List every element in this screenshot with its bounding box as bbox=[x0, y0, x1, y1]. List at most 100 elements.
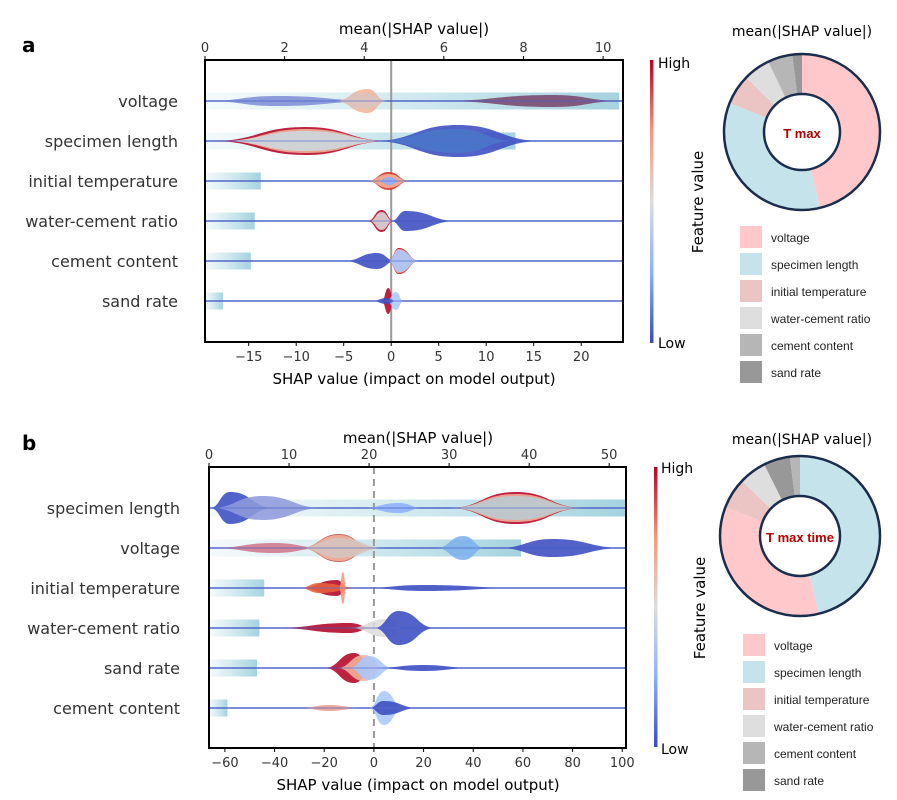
top-axis-title: mean(|SHAP value|) bbox=[339, 20, 489, 38]
tick-label: 0 bbox=[205, 448, 213, 463]
plot-frame bbox=[208, 466, 627, 749]
tick-label: 40 bbox=[465, 756, 482, 771]
bottom-axis: −60 −40 −20 0 20 40 60 80 100 bbox=[211, 748, 635, 771]
tick-label: 20 bbox=[573, 350, 590, 365]
bottom-axis-title: SHAP value (impact on model output) bbox=[272, 370, 555, 388]
legend-label: specimen length bbox=[771, 258, 858, 272]
colorbar-low-label: Low bbox=[658, 336, 686, 352]
legend-label: cement content bbox=[771, 339, 854, 353]
donut-slice bbox=[720, 507, 819, 616]
donut-center-label: T max bbox=[783, 126, 821, 141]
tick-label: 20 bbox=[415, 756, 432, 771]
donut-outer-ring bbox=[718, 454, 882, 618]
feature-label: specimen length bbox=[47, 499, 180, 518]
legend-label: initial temperature bbox=[774, 693, 870, 707]
colorbar bbox=[654, 467, 658, 747]
donut-title: mean(|SHAP value|) bbox=[732, 24, 872, 40]
legend-swatch bbox=[743, 634, 765, 656]
tick-label: 80 bbox=[564, 756, 581, 771]
tick-label: 0 bbox=[370, 756, 378, 771]
donut-slice bbox=[768, 54, 798, 98]
legend-swatch bbox=[743, 661, 765, 683]
legend-label: cement content bbox=[774, 747, 857, 761]
feature-label: cement content bbox=[53, 699, 180, 718]
violin-layer bbox=[205, 60, 623, 342]
tick-label: 8 bbox=[519, 41, 527, 56]
bar-layer bbox=[209, 499, 626, 717]
tick-label: −5 bbox=[334, 350, 353, 365]
colorbar-high-label: High bbox=[661, 461, 693, 477]
tick-label: 4 bbox=[360, 41, 368, 56]
donut-outer-ring bbox=[722, 52, 882, 212]
tick-label: 20 bbox=[361, 448, 378, 463]
feature-label: water-cement ratio bbox=[25, 212, 178, 231]
feature-label: cement content bbox=[51, 252, 178, 271]
donut-center-label: T max time bbox=[766, 530, 834, 545]
donut-slice bbox=[764, 456, 795, 501]
legend-swatch bbox=[740, 334, 762, 356]
legend: voltage specimen length initial temperatur… bbox=[743, 634, 874, 791]
panel-label: a bbox=[22, 33, 36, 57]
top-axis: 0 2 4 6 8 10 bbox=[201, 41, 612, 60]
legend-swatch bbox=[740, 253, 762, 275]
tick-label: −20 bbox=[311, 756, 338, 771]
panel-a: a mean(|SHAP value|) SHAP value (impact … bbox=[22, 20, 882, 388]
feature-label: initial temperature bbox=[28, 172, 178, 191]
tick-label: 10 bbox=[478, 350, 495, 365]
feature-labels: voltage specimen length initial temperatur… bbox=[25, 92, 178, 311]
feature-labels: specimen length voltage initial temperatur… bbox=[27, 499, 180, 718]
violin-layer bbox=[209, 467, 626, 748]
plot-frame bbox=[204, 59, 624, 343]
feature-label: specimen length bbox=[45, 132, 178, 151]
bottom-axis: −15 −10 −5 0 5 10 15 20 bbox=[235, 342, 589, 365]
colorbar-low-label: Low bbox=[661, 742, 689, 758]
tick-label: 60 bbox=[515, 756, 532, 771]
legend-swatch bbox=[743, 688, 765, 710]
tick-label: 15 bbox=[525, 350, 542, 365]
donut-slice bbox=[729, 77, 775, 118]
tick-label: −40 bbox=[261, 756, 288, 771]
tick-label: 6 bbox=[440, 41, 448, 56]
legend-label: water-cement ratio bbox=[770, 312, 871, 326]
colorbar-high-label: High bbox=[658, 56, 690, 72]
donut-slice bbox=[789, 456, 800, 497]
legend-label: sand rate bbox=[774, 774, 824, 788]
legend-label: specimen length bbox=[774, 666, 861, 680]
panel-b: b mean(|SHAP value|) SHAP value (impact … bbox=[22, 429, 882, 794]
legend-swatch bbox=[743, 742, 765, 764]
legend: voltage specimen length initial temperatur… bbox=[740, 226, 871, 383]
legend-swatch bbox=[740, 226, 762, 248]
bar-layer bbox=[205, 92, 620, 310]
feature-label: initial temperature bbox=[30, 579, 180, 598]
tick-label: 2 bbox=[280, 41, 288, 56]
bottom-axis-title: SHAP value (impact on model output) bbox=[276, 776, 559, 794]
feature-label: water-cement ratio bbox=[27, 619, 180, 638]
tick-label: 0 bbox=[387, 350, 395, 365]
donut-chart bbox=[718, 454, 882, 618]
top-axis: 0 10 20 30 40 50 bbox=[205, 448, 618, 467]
tick-label: 0 bbox=[201, 41, 209, 56]
tick-label: 100 bbox=[610, 756, 635, 771]
legend-label: sand rate bbox=[771, 366, 821, 380]
colorbar-title: Feature value bbox=[689, 151, 707, 253]
tick-label: 30 bbox=[441, 448, 458, 463]
tick-label: −60 bbox=[211, 756, 238, 771]
donut-chart bbox=[722, 52, 882, 212]
tick-label: −10 bbox=[282, 350, 309, 365]
feature-label: sand rate bbox=[102, 292, 178, 311]
legend-label: water-cement ratio bbox=[773, 720, 874, 734]
donut-title: mean(|SHAP value|) bbox=[732, 432, 872, 448]
legend-swatch bbox=[740, 307, 762, 329]
panel-label: b bbox=[22, 431, 36, 455]
tick-label: 5 bbox=[435, 350, 443, 365]
tick-label: 40 bbox=[521, 448, 538, 463]
legend-label: voltage bbox=[774, 639, 813, 653]
tick-label: 10 bbox=[281, 448, 298, 463]
donut-slice bbox=[746, 61, 786, 106]
feature-label: sand rate bbox=[104, 659, 180, 678]
tick-label: 10 bbox=[595, 41, 612, 56]
top-axis-title: mean(|SHAP value|) bbox=[343, 429, 493, 447]
donut-slice bbox=[725, 481, 771, 522]
tick-label: 50 bbox=[601, 448, 618, 463]
